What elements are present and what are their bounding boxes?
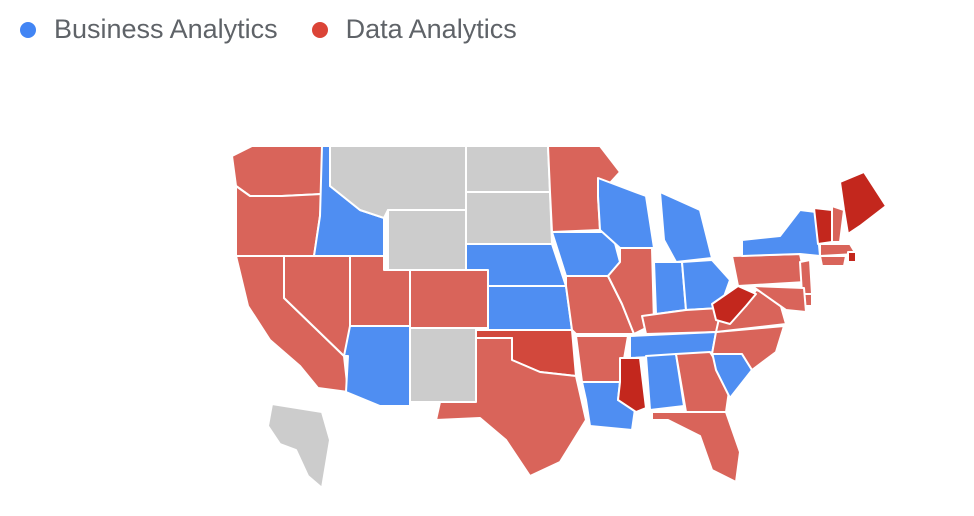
legend-swatch-data-analytics [311,21,328,38]
state-illinois[interactable]: Illinois [607,247,655,335]
state-wyoming[interactable]: Wyoming [387,209,467,271]
state-connecticut[interactable]: Connecticut [819,255,847,267]
state-maine[interactable]: Maine [839,171,887,235]
state-new-york[interactable]: New York [741,209,821,257]
state-new-hampshire[interactable]: New Hampshire [831,205,845,243]
state-arizona[interactable]: Arizona [343,325,411,407]
state-oregon[interactable]: Oregon [235,185,323,257]
legend-swatch-business-analytics [20,21,36,38]
state-rhode-island[interactable]: Rhode Island [847,251,857,263]
state-new-mexico[interactable]: New Mexico [409,327,477,403]
state-texas[interactable]: Texas [435,337,587,477]
state-maryland[interactable]: Maryland [751,285,807,313]
state-colorado[interactable]: Colorado [409,269,489,329]
state-michigan[interactable]: Michigan [659,191,713,263]
legend-label-business-analytics: Business Analytics [54,14,278,44]
state-pennsylvania[interactable]: Pennsylvania [731,253,807,287]
legend-item-business-analytics[interactable]: Business Analytics [20,14,278,45]
state-washington[interactable]: Washington [231,145,323,197]
legend-label-data-analytics: Data Analytics [345,14,517,44]
state-north-dakota[interactable]: North Dakota [465,145,551,193]
state-alaska[interactable]: Alaska [267,403,331,489]
state-south-dakota[interactable]: South Dakota [465,191,553,245]
chart-legend: Business Analytics Data Analytics [20,14,551,45]
state-florida[interactable]: Florida [651,411,741,483]
state-indiana[interactable]: Indiana [653,261,687,315]
state-north-carolina[interactable]: North Carolina [711,325,785,371]
state-vermont[interactable]: Vermont [813,207,833,245]
legend-item-data-analytics[interactable]: Data Analytics [311,14,517,45]
state-kansas[interactable]: Kansas [487,285,573,331]
state-mississippi[interactable]: Mississippi [617,357,647,413]
